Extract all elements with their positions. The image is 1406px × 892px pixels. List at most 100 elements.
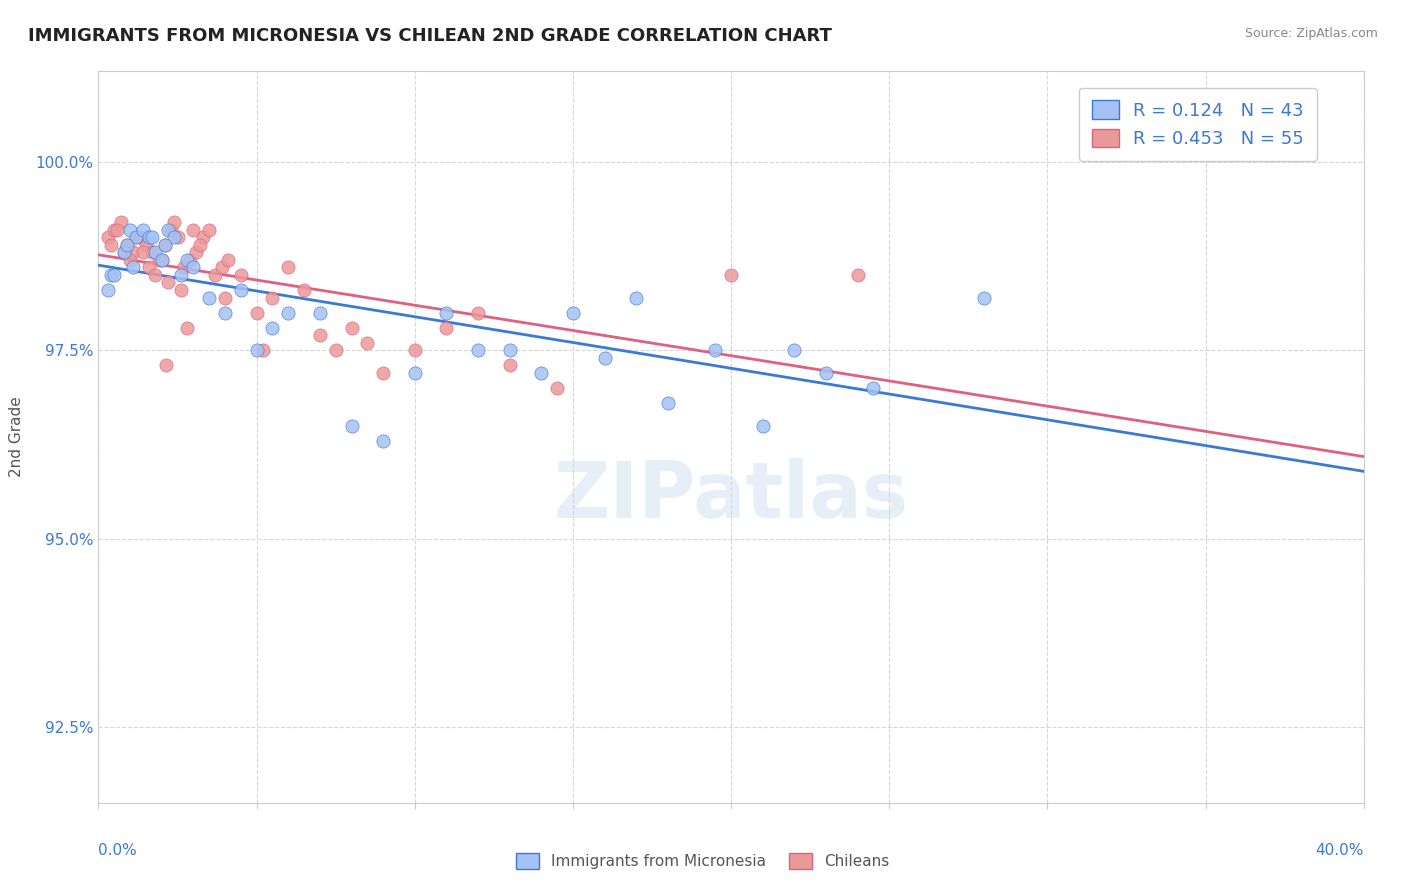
Point	[97, 283, 120, 297]
Legend: R = 0.124   N = 43, R = 0.453   N = 55: R = 0.124 N = 43, R = 0.453 N = 55	[1080, 87, 1317, 161]
Point	[155, 359, 177, 373]
Point	[132, 223, 155, 237]
Point	[704, 343, 727, 358]
Point	[150, 252, 173, 267]
Text: ZIPatlas: ZIPatlas	[554, 458, 908, 533]
Legend: Immigrants from Micronesia, Chileans: Immigrants from Micronesia, Chileans	[510, 847, 896, 875]
Point	[112, 245, 135, 260]
Point	[499, 359, 522, 373]
Point	[198, 291, 221, 305]
Point	[125, 230, 148, 244]
Point	[176, 320, 198, 334]
Point	[138, 230, 160, 244]
Point	[107, 223, 129, 237]
Point	[814, 366, 837, 380]
Point	[325, 343, 347, 358]
Point	[135, 237, 157, 252]
Point	[292, 283, 315, 297]
Point	[122, 260, 145, 275]
Point	[467, 306, 489, 320]
Text: Source: ZipAtlas.com: Source: ZipAtlas.com	[1244, 27, 1378, 40]
Point	[862, 381, 884, 395]
Point	[125, 230, 148, 244]
Point	[132, 245, 155, 260]
Point	[973, 291, 995, 305]
Point	[169, 268, 191, 282]
Point	[188, 237, 211, 252]
Point	[229, 268, 252, 282]
Point	[499, 343, 522, 358]
Point	[100, 268, 122, 282]
Point	[246, 343, 269, 358]
Point	[186, 245, 208, 260]
Point	[163, 215, 186, 229]
Point	[204, 268, 226, 282]
Point	[128, 230, 150, 244]
Point	[340, 320, 363, 334]
Point	[97, 230, 120, 244]
Point	[163, 230, 186, 244]
Point	[371, 434, 394, 448]
Point	[141, 230, 163, 244]
Point	[138, 260, 160, 275]
Point	[340, 418, 363, 433]
Point	[157, 223, 180, 237]
Point	[169, 283, 191, 297]
Point	[141, 245, 163, 260]
Point	[103, 268, 125, 282]
Point	[173, 260, 195, 275]
Point	[100, 237, 122, 252]
Point	[120, 252, 141, 267]
Point	[103, 223, 125, 237]
Point	[624, 291, 647, 305]
Point	[530, 366, 553, 380]
Point	[309, 328, 332, 343]
Text: 40.0%: 40.0%	[1316, 843, 1364, 858]
Point	[561, 306, 585, 320]
Point	[436, 320, 458, 334]
Point	[160, 223, 183, 237]
Point	[252, 343, 274, 358]
Point	[246, 306, 269, 320]
Point	[145, 268, 166, 282]
Point	[783, 343, 806, 358]
Point	[110, 215, 132, 229]
Point	[148, 252, 170, 267]
Point	[112, 245, 135, 260]
Point	[593, 351, 616, 365]
Point	[122, 245, 145, 260]
Text: 0.0%: 0.0%	[98, 843, 138, 858]
Point	[262, 291, 284, 305]
Point	[153, 237, 176, 252]
Point	[436, 306, 458, 320]
Point	[751, 418, 773, 433]
Point	[157, 276, 180, 290]
Point	[153, 237, 176, 252]
Point	[115, 237, 138, 252]
Point	[277, 260, 299, 275]
Point	[198, 223, 221, 237]
Point	[404, 343, 426, 358]
Point	[120, 223, 141, 237]
Point	[262, 320, 284, 334]
Point	[115, 237, 138, 252]
Point	[191, 230, 214, 244]
Point	[356, 335, 378, 350]
Point	[183, 223, 205, 237]
Point	[229, 283, 252, 297]
Point	[214, 306, 236, 320]
Point	[371, 366, 394, 380]
Point	[145, 245, 166, 260]
Y-axis label: 2nd Grade: 2nd Grade	[10, 397, 24, 477]
Point	[546, 381, 568, 395]
Point	[150, 252, 173, 267]
Point	[846, 268, 869, 282]
Point	[183, 260, 205, 275]
Point	[176, 252, 198, 267]
Point	[179, 252, 201, 267]
Point	[211, 260, 233, 275]
Point	[404, 366, 426, 380]
Text: IMMIGRANTS FROM MICRONESIA VS CHILEAN 2ND GRADE CORRELATION CHART: IMMIGRANTS FROM MICRONESIA VS CHILEAN 2N…	[28, 27, 832, 45]
Point	[277, 306, 299, 320]
Point	[214, 291, 236, 305]
